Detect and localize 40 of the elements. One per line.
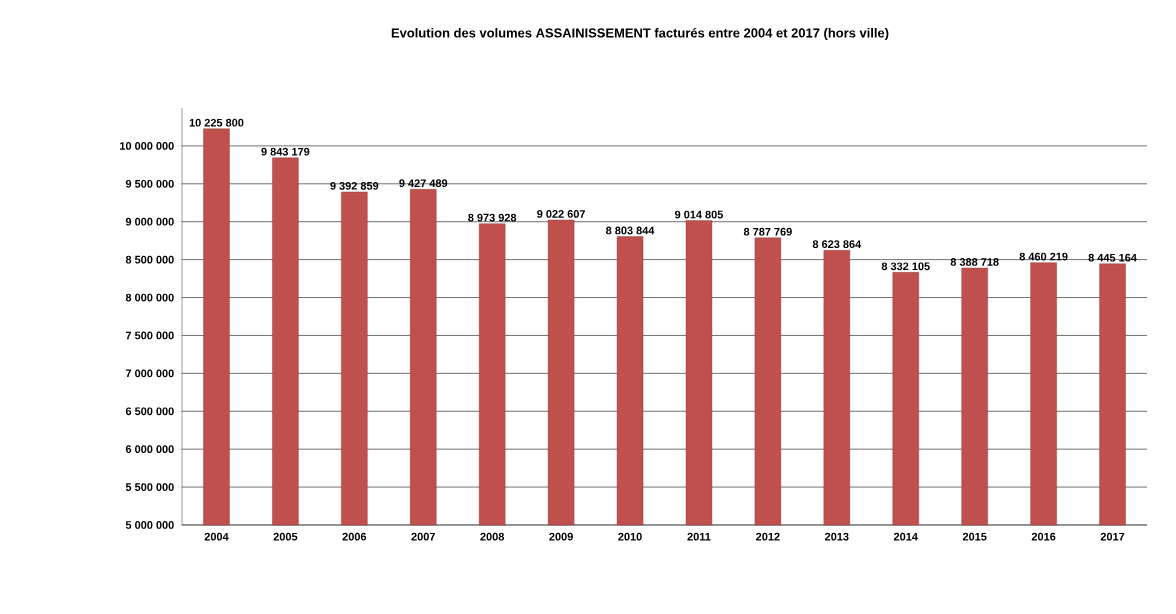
x-tick-label: 2013 [825, 532, 849, 541]
y-tick-label: 7 000 000 [125, 369, 174, 378]
data-label: 8 973 928 [468, 213, 517, 222]
x-tick-label: 2007 [411, 532, 435, 541]
data-label: 8 445 164 [1088, 253, 1137, 262]
y-tick-label: 5 000 000 [125, 521, 174, 529]
data-label: 9 014 805 [674, 210, 724, 219]
x-tick-label: 2006 [342, 532, 367, 541]
y-tick-label: 10 000 000 [120, 142, 174, 150]
y-tick-label: 5 500 000 [125, 483, 174, 491]
x-tick-label: 2005 [273, 532, 298, 541]
x-tick-label: 2009 [549, 532, 573, 541]
x-tick-label: 2016 [1031, 532, 1056, 541]
data-label: 9 843 179 [261, 147, 310, 156]
data-label: 8 388 718 [950, 258, 999, 266]
data-label: 8 787 769 [743, 227, 792, 236]
data-label: 9 427 489 [399, 179, 448, 188]
x-tick-label: 2008 [480, 532, 505, 541]
data-label: 10 225 800 [189, 118, 244, 127]
y-tick-label: 8 000 000 [125, 293, 174, 302]
x-tick-label: 2004 [204, 532, 229, 541]
x-tick-label: 2015 [962, 532, 987, 541]
data-label: 9 392 859 [330, 181, 379, 190]
data-label: 9 022 607 [537, 210, 585, 218]
data-label: 8 623 864 [812, 240, 862, 249]
x-tick-label: 2010 [618, 532, 642, 541]
y-tick-label: 8 500 000 [125, 255, 174, 264]
y-tick-label: 9 000 000 [125, 217, 174, 226]
y-tick-label: 9 500 000 [125, 179, 174, 188]
x-tick-label: 2012 [756, 532, 780, 541]
x-tick-label: 2011 [687, 532, 711, 541]
x-tick-label: 2014 [893, 532, 918, 541]
data-label: 8 332 105 [881, 262, 930, 271]
x-tick-label: 2017 [1100, 532, 1125, 541]
y-tick-label: 6 500 000 [125, 407, 174, 416]
data-label: 8 803 844 [606, 226, 655, 235]
y-tick-label: 7 500 000 [125, 331, 174, 340]
data-label: 8 460 219 [1019, 252, 1068, 261]
y-tick-label: 6 000 000 [125, 445, 174, 454]
chart-title: Evolution des volumes ASSAINISSEMENT facturés entre 2004 et 2017 (hors ville) [391, 27, 889, 41]
